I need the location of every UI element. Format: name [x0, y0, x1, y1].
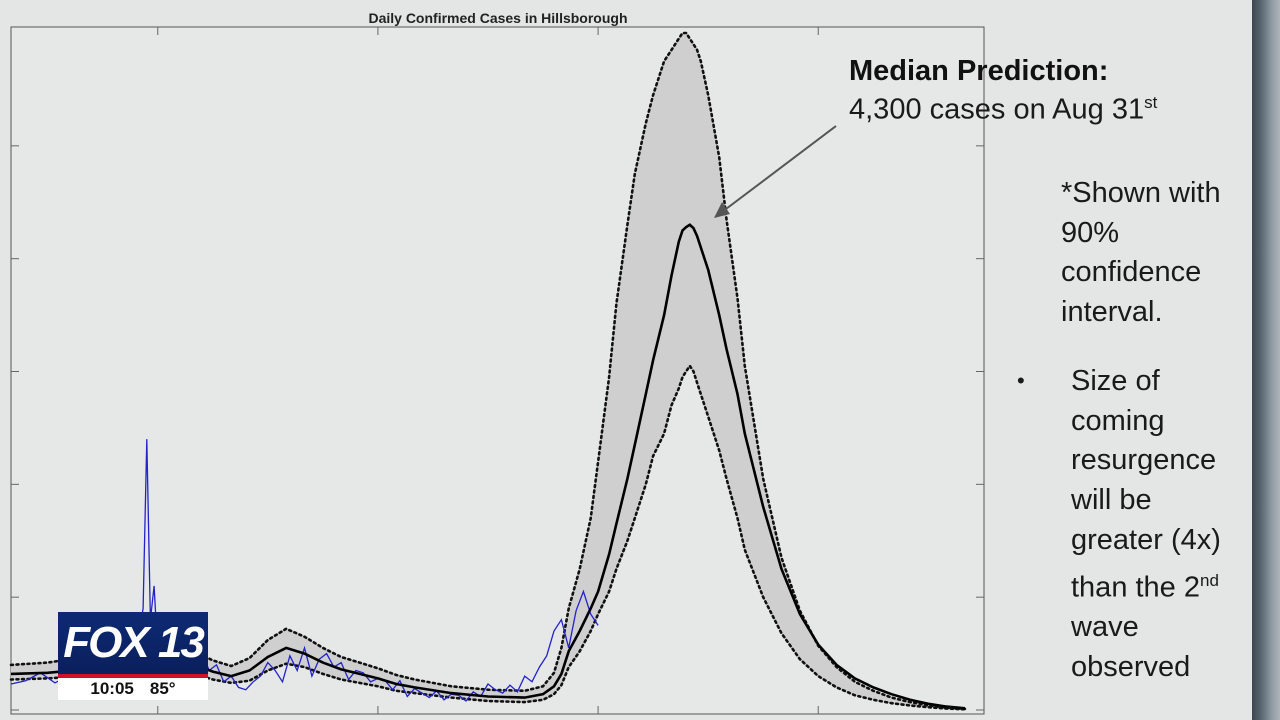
annotation-title: Median Prediction:	[849, 55, 1109, 87]
time-temp-strip: 10:05 85°	[58, 678, 208, 700]
axis-ticks	[11, 27, 984, 714]
temperature-display: 85°	[149, 679, 176, 698]
chart: Daily Confirmed Cases in Hillsborough	[9, 10, 985, 715]
fox13-logo: FOX 13	[58, 612, 208, 674]
time-display: 10:05	[90, 679, 134, 698]
annotation-value: 4,300 cases on Aug 31st	[849, 93, 1157, 127]
annotation-value-text: 4,300 cases on Aug 31	[849, 93, 1145, 126]
annotation-arrowhead	[714, 202, 730, 218]
bullet-text-sup: nd	[1200, 570, 1219, 590]
plot-area	[10, 26, 985, 715]
annotation-value-suffix: st	[1144, 93, 1158, 112]
lower-bound-line	[9, 363, 967, 711]
observed-cases-line	[10, 439, 599, 702]
upper-bound-line	[9, 31, 967, 711]
bullet-text-main: Size of coming resurgence will be greate…	[1071, 365, 1221, 604]
median-prediction-line	[10, 223, 966, 710]
logo-red-bar	[58, 674, 208, 678]
confidence-note: *Shown with 90% confidence interval.	[1061, 177, 1221, 328]
bullet-text-end: wave observed	[1071, 610, 1191, 683]
bullet-text: Size of coming resurgence will be greate…	[1071, 362, 1251, 687]
chart-title: Daily Confirmed Cases in Hillsborough	[368, 10, 627, 26]
background-edge	[1252, 0, 1280, 720]
bullet-symbol: •	[1017, 368, 1025, 393]
annotation-arrow	[721, 125, 837, 213]
logo-text: FOX 13	[63, 618, 205, 667]
